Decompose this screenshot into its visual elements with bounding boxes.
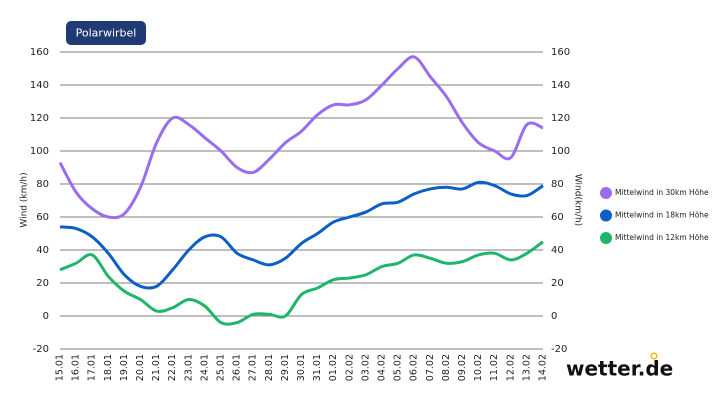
x-tick-label: 29.01 — [280, 354, 291, 381]
x-tick-label: 03.02 — [360, 354, 371, 381]
x-tick-label: 19.01 — [119, 354, 130, 381]
y-axis-label: Wind (km/h) — [20, 172, 30, 227]
x-tick-label: 08.02 — [441, 354, 452, 381]
x-tick-label: 24.01 — [199, 354, 210, 381]
line — [58, 55, 544, 220]
x-tick-label: 12.02 — [505, 354, 516, 381]
title-badge — [66, 21, 146, 45]
y2-tick-label: 0 — [551, 311, 557, 322]
legend-label: Mittelwind in 12km Höhe — [615, 233, 709, 242]
y-tick-label: 100 — [30, 146, 49, 157]
y2-axis-label: Wind(km/h) — [573, 174, 583, 226]
legend-marker — [600, 187, 612, 199]
x-tick-label: 01.02 — [328, 354, 339, 381]
y-tick-label: 60 — [36, 212, 49, 223]
x-tick-label: 21.01 — [151, 354, 162, 381]
y2-tick-label: 160 — [551, 47, 570, 58]
x-tick-label: 11.02 — [489, 354, 500, 381]
x-tick-label: 25.01 — [216, 354, 227, 381]
x-tick-label: 16.01 — [71, 354, 82, 381]
legend-label: Mittelwind in 18km Höhe — [615, 211, 709, 220]
chart-title: Polarwirbel — [76, 27, 137, 40]
x-tick-label: 27.01 — [248, 354, 259, 381]
x-tick-label: 23.01 — [183, 354, 194, 381]
legend-label: Mittelwind in 30km Höhe — [615, 188, 709, 197]
x-tick-label: 28.01 — [264, 354, 275, 381]
legend-marker — [600, 232, 612, 244]
x-tick-label: 17.01 — [87, 354, 98, 381]
x-tick-label: 04.02 — [377, 354, 388, 381]
x-tick-label: 06.02 — [409, 354, 420, 381]
logo-dot — [650, 352, 658, 360]
x-tick-label: 07.02 — [425, 354, 436, 381]
x-tick-label: 22.01 — [167, 354, 178, 381]
y-tick-label: 0 — [43, 311, 49, 322]
y2-tick-label: 40 — [551, 245, 564, 256]
x-tick-label: 31.01 — [312, 354, 323, 381]
x-tick-label: 02.02 — [344, 354, 355, 381]
y2-tick-label: 80 — [551, 179, 564, 190]
y2-tick-label: -20 — [551, 344, 567, 355]
y-tick-label: 140 — [30, 80, 49, 91]
x-tick-label: 05.02 — [393, 354, 404, 381]
x-tick-label: 20.01 — [135, 354, 146, 381]
y-tick-label: 120 — [30, 113, 49, 124]
x-tick-label: 10.02 — [473, 354, 484, 381]
y-tick-label: 80 — [36, 179, 49, 190]
logo: wetter.de — [566, 357, 673, 381]
y-tick-label: 20 — [36, 278, 49, 289]
x-tick-label: 13.02 — [521, 354, 532, 381]
x-tick-label: 14.02 — [538, 354, 549, 381]
x-tick-label: 09.02 — [457, 354, 468, 381]
line — [59, 240, 544, 326]
y2-tick-label: 20 — [551, 278, 564, 289]
y-tick-label: -20 — [33, 344, 49, 355]
x-tick-label: 18.01 — [103, 354, 114, 381]
y-tick-label: 40 — [36, 245, 49, 256]
y-tick-label: 160 — [30, 47, 49, 58]
line — [59, 180, 544, 290]
x-tick-label: 26.01 — [232, 354, 243, 381]
y2-tick-label: 140 — [551, 80, 570, 91]
y2-tick-label: 60 — [551, 212, 564, 223]
x-tick-label: 30.01 — [296, 354, 307, 381]
y2-tick-label: 100 — [551, 146, 570, 157]
x-tick-label: 15.01 — [55, 354, 66, 381]
y2-tick-label: 120 — [551, 113, 570, 124]
legend-marker — [600, 209, 612, 222]
